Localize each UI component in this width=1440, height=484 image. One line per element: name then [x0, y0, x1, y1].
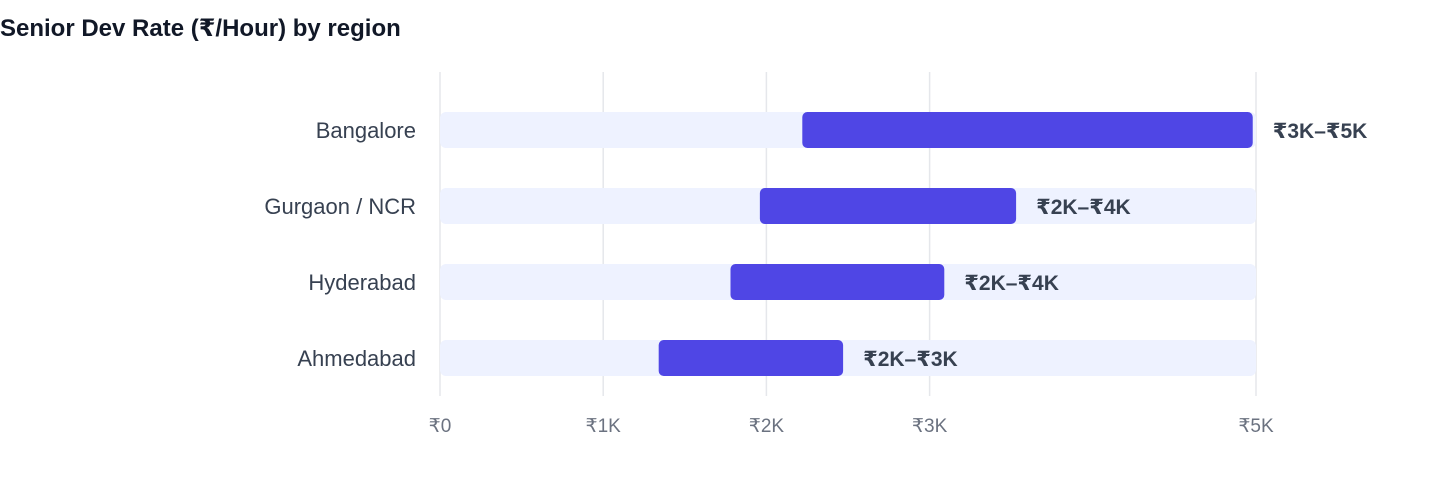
category-label: Gurgaon / NCR	[264, 194, 416, 219]
x-tick-label: ₹3K	[912, 416, 948, 437]
range-bar	[658, 340, 844, 376]
x-tick-label: ₹1K	[586, 416, 622, 437]
x-axis-ticks: ₹0 ₹1K ₹2K ₹3K ₹5K	[429, 416, 1274, 437]
category-label: Hyderabad	[308, 270, 416, 295]
chart-title: Senior Dev Rate (₹/Hour) by region	[0, 15, 401, 42]
bars: Bangalore ₹3K–₹5K Gurgaon / NCR ₹2K–₹4K Hyde…	[264, 112, 1367, 376]
data-label: ₹2K–₹4K	[1036, 196, 1131, 219]
range-bar	[759, 188, 1017, 224]
data-label: ₹3K–₹5K	[1273, 120, 1368, 143]
x-tick-label: ₹0	[429, 416, 452, 437]
range-bar	[802, 112, 1253, 148]
bar-track	[440, 340, 1256, 376]
x-tick-label: ₹2K	[749, 416, 785, 437]
range-bar	[730, 264, 945, 300]
data-label: ₹2K–₹3K	[863, 348, 958, 371]
category-label: Bangalore	[316, 118, 416, 143]
x-tick-label: ₹5K	[1238, 416, 1274, 437]
data-label: ₹2K–₹4K	[964, 272, 1059, 295]
category-label: Ahmedabad	[297, 346, 416, 371]
